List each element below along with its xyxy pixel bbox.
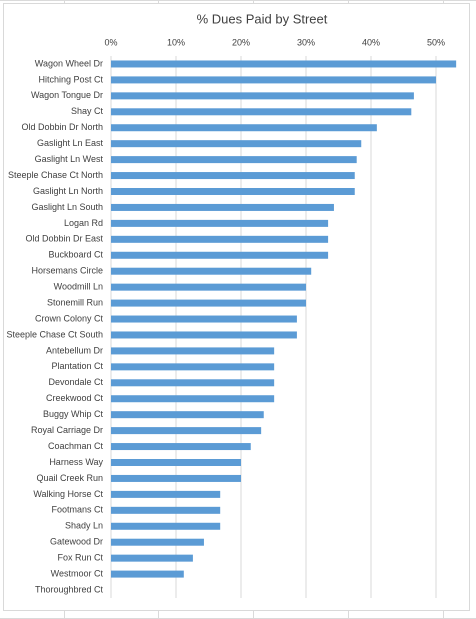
y-tick-label: Antebellum Dr — [46, 345, 103, 355]
x-tick-label: 20% — [232, 37, 250, 47]
y-tick-label: Thoroughbred Ct — [35, 584, 104, 594]
y-tick-label: Old Dobbin Dr North — [21, 122, 103, 132]
y-tick-label: Stonemill Run — [47, 297, 103, 307]
x-tick-label: 30% — [297, 37, 315, 47]
bar — [111, 315, 297, 323]
bar — [111, 299, 306, 307]
chart-area — [3, 3, 470, 611]
bar — [111, 251, 329, 259]
y-tick-label: Shady Ln — [65, 521, 103, 531]
bar — [111, 188, 355, 195]
bar — [111, 267, 312, 275]
y-tick-label: Woodmill Ln — [54, 282, 103, 292]
bar — [111, 108, 412, 116]
bar — [111, 490, 221, 498]
chart-title: % Dues Paid by Street — [197, 11, 328, 26]
y-tick-label: Harness Way — [49, 457, 103, 467]
bar — [111, 156, 357, 164]
y-tick-label: Fox Run Ct — [57, 553, 103, 563]
y-tick-label: Royal Carriage Dr — [31, 425, 103, 435]
bar — [111, 92, 414, 100]
y-tick-label: Gatewood Dr — [50, 537, 103, 547]
bar — [111, 395, 275, 403]
bar — [111, 443, 251, 451]
bar — [111, 60, 457, 68]
bar — [111, 411, 264, 419]
y-tick-label: Gaslight Ln North — [33, 186, 103, 196]
bar — [111, 554, 193, 562]
y-tick-label: Devondale Ct — [48, 377, 103, 387]
y-tick-label: Buckboard Ct — [48, 250, 103, 260]
y-tick-label: Old Dobbin Dr East — [25, 234, 103, 244]
bar — [111, 506, 221, 514]
bar — [111, 283, 306, 291]
y-tick-label: Horsemans Circle — [31, 266, 103, 276]
bar — [111, 76, 436, 84]
bar — [111, 347, 275, 355]
bar — [111, 459, 241, 466]
y-tick-label: Logan Rd — [64, 218, 103, 228]
bar — [111, 219, 329, 227]
bar — [111, 379, 275, 387]
y-tick-label: Buggy Whip Ct — [43, 409, 104, 419]
y-tick-label: Westmoor Ct — [51, 568, 104, 578]
y-tick-label: Plantation Ct — [51, 361, 103, 371]
y-tick-label: Gaslight Ln South — [31, 202, 103, 212]
bar — [111, 363, 275, 371]
y-tick-label: Walking Horse Ct — [33, 489, 103, 499]
x-tick-label: 10% — [167, 37, 185, 47]
y-tick-label: Gaslight Ln East — [37, 138, 104, 148]
y-tick-label: Coachman Ct — [48, 441, 104, 451]
y-tick-label: Shay Ct — [71, 106, 104, 116]
x-tick-label: 40% — [362, 37, 380, 47]
bar — [111, 124, 377, 132]
y-tick-label: Quail Creek Run — [36, 473, 103, 483]
y-tick-label: Crown Colony Ct — [35, 313, 104, 323]
bar — [111, 538, 204, 546]
bar — [111, 331, 297, 339]
x-tick-label: 0% — [104, 37, 117, 47]
bar — [111, 522, 221, 530]
bar — [111, 203, 334, 211]
y-tick-label: Steeple Chase Ct South — [6, 329, 103, 339]
x-tick-label: 50% — [427, 37, 445, 47]
y-tick-label: Creekwood Ct — [46, 393, 104, 403]
bar — [111, 570, 184, 578]
bar — [111, 235, 329, 243]
bar — [111, 172, 355, 180]
y-tick-label: Footmans Ct — [51, 505, 103, 515]
bar — [111, 140, 362, 148]
y-tick-label: Gaslight Ln West — [35, 154, 104, 164]
y-tick-label: Steeple Chase Ct North — [8, 170, 103, 180]
y-tick-label: Hitching Post Ct — [38, 74, 103, 84]
y-tick-label: Wagon Wheel Dr — [35, 58, 103, 68]
bar — [111, 427, 262, 435]
bar — [111, 474, 241, 482]
y-tick-label: Wagon Tongue Dr — [31, 90, 103, 100]
